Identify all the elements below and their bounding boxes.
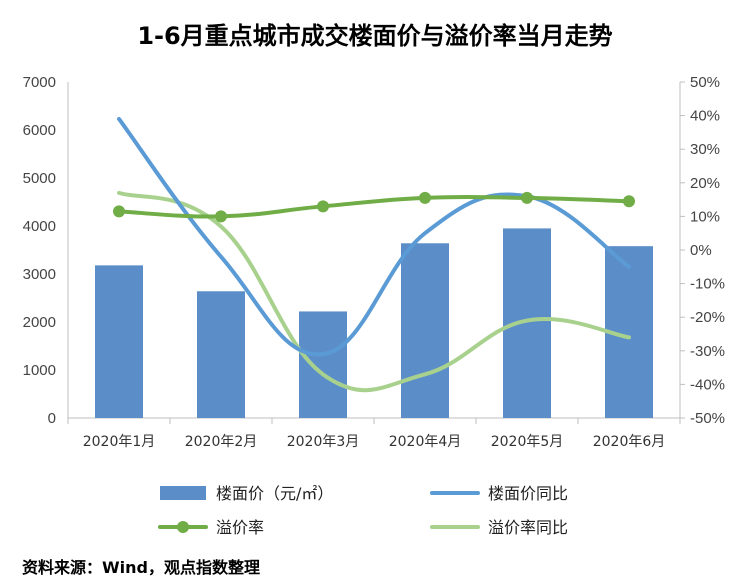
- x-axis-tick-label: 2020年3月: [287, 434, 360, 450]
- premium-rate-marker: [623, 195, 635, 208]
- premium-rate-marker: [113, 205, 125, 218]
- x-axis-ticks: 2020年1月 2020年2月 2020年3月 2020年4月 2020年5月 2020年…: [83, 434, 666, 450]
- y-axis-left-tick-label: 2000: [23, 314, 56, 331]
- x-axis-tick-label: 2020年2月: [185, 434, 258, 450]
- y-axis-left-tick-label: 4000: [23, 218, 56, 235]
- legend-marker-swatch: [177, 521, 189, 533]
- y-axis-left-ticks: 0 1000 2000 3000 4000 5000 6000 7000: [23, 74, 56, 427]
- y-axis-right-tick-label: 10%: [690, 208, 720, 225]
- y-axis-right-tick-label: 20%: [690, 175, 720, 192]
- source-note: 资料来源：Wind，观点指数整理: [22, 558, 260, 577]
- legend-label: 溢价率: [216, 518, 264, 537]
- y-axis-left-tick-label: 3000: [23, 266, 56, 283]
- y-axis-right-tick-label: -40%: [690, 376, 725, 393]
- legend-label: 溢价率同比: [488, 518, 568, 537]
- y-axis-right-tick-label: -10%: [690, 276, 725, 293]
- legend-label: 楼面价同比: [488, 484, 568, 503]
- y-axis-right-tick-label: 50%: [690, 74, 720, 91]
- x-axis-tick-label: 2020年1月: [83, 434, 156, 450]
- y-axis-right-tick-label: 30%: [690, 141, 720, 158]
- bar-series: [95, 228, 653, 418]
- bar: [95, 265, 143, 418]
- y-axis-left-tick-label: 0: [48, 410, 56, 427]
- bar: [401, 243, 449, 418]
- axes: [67, 81, 685, 424]
- bar: [503, 228, 551, 418]
- premium-rate-yoy-line: [117, 190, 631, 393]
- premium-rate-line: [117, 195, 631, 219]
- premium-rate-marker: [521, 191, 533, 204]
- y-axis-right-tick-label: 40%: [690, 108, 720, 125]
- y-axis-right-tick-label: -30%: [690, 343, 725, 360]
- y-axis-right-ticks: -50% -40% -30% -20% -10% 0% 10% 20% 30% 40% 50%: [690, 74, 725, 427]
- y-axis-right-tick-label: -50%: [690, 410, 725, 427]
- premium-rate-marker: [419, 191, 431, 204]
- legend-label: 楼面价（元/㎡）: [216, 484, 333, 503]
- x-axis-tick-label: 2020年4月: [389, 434, 462, 450]
- y-axis-left-tick-label: 7000: [23, 74, 56, 91]
- y-axis-right-tick-label: -20%: [690, 309, 725, 326]
- y-axis-left-tick-label: 6000: [23, 122, 56, 139]
- legend-bar-swatch: [160, 486, 206, 500]
- line-series: [113, 116, 635, 393]
- premium-rate-marker: [317, 200, 329, 213]
- y-axis-left-tick-label: 5000: [23, 170, 56, 187]
- bar: [197, 291, 245, 418]
- bar: [299, 311, 347, 418]
- x-axis-tick-label: 2020年5月: [491, 434, 564, 450]
- y-axis-left-tick-label: 1000: [23, 362, 56, 379]
- x-axis-tick-label: 2020年6月: [593, 434, 666, 450]
- chart-title: 1-6月重点城市成交楼面价与溢价率当月走势: [137, 22, 612, 50]
- y-axis-right-tick-label: 0%: [690, 242, 712, 259]
- premium-rate-marker: [215, 210, 227, 223]
